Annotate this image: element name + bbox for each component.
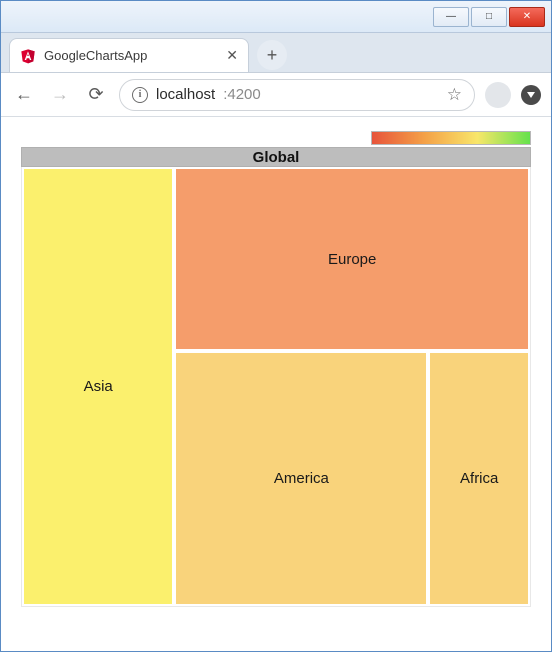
- treemap-cell-asia[interactable]: Asia: [22, 167, 174, 606]
- window-close-button[interactable]: ✕: [509, 7, 545, 27]
- treemap-cell-europe[interactable]: Europe: [174, 167, 530, 351]
- tab-close-icon[interactable]: ✕: [226, 47, 238, 64]
- treemap-cell-africa[interactable]: Africa: [428, 351, 530, 606]
- reload-button[interactable]: ⟳: [83, 82, 109, 108]
- treemap-cell-america[interactable]: America: [174, 351, 428, 606]
- treemap-legend: [371, 131, 531, 145]
- new-tab-button[interactable]: +: [257, 40, 287, 70]
- forward-button[interactable]: →: [47, 82, 73, 108]
- tab-title: GoogleChartsApp: [44, 48, 218, 63]
- bookmark-star-icon[interactable]: ☆: [447, 85, 462, 105]
- page-content: Global AsiaEuropeAmericaAfrica: [1, 117, 551, 621]
- browser-tab[interactable]: GoogleChartsApp ✕: [9, 38, 249, 72]
- angular-icon: [20, 48, 36, 64]
- url-port: :4200: [223, 86, 261, 103]
- treemap-header[interactable]: Global: [21, 147, 531, 167]
- window-titlebar: — □ ✕: [1, 1, 551, 33]
- url-host: localhost: [156, 86, 215, 103]
- extension-menu-icon[interactable]: [521, 85, 541, 105]
- info-icon[interactable]: i: [132, 87, 148, 103]
- tab-strip: GoogleChartsApp ✕ +: [1, 33, 551, 73]
- minimize-button[interactable]: —: [433, 7, 469, 27]
- maximize-button[interactable]: □: [471, 7, 507, 27]
- treemap-chart[interactable]: AsiaEuropeAmericaAfrica: [21, 167, 531, 607]
- profile-avatar[interactable]: [485, 82, 511, 108]
- back-button[interactable]: ←: [11, 82, 37, 108]
- browser-toolbar: ← → ⟳ i localhost :4200 ☆: [1, 73, 551, 117]
- address-bar[interactable]: i localhost :4200 ☆: [119, 79, 475, 111]
